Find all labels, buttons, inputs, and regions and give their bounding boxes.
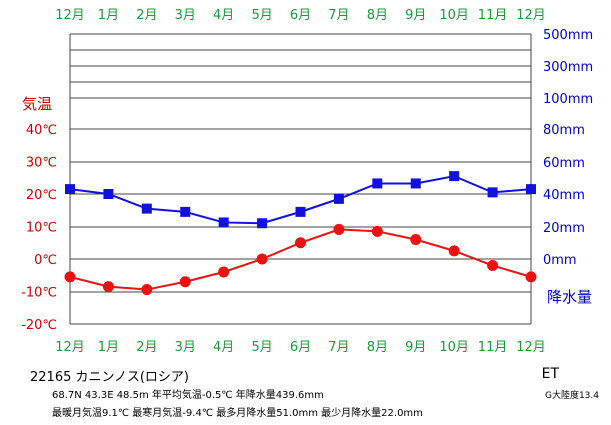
- month-label-bottom: 10月: [439, 340, 469, 355]
- precipitation-point: [487, 187, 498, 198]
- month-label-bottom: 4月: [213, 340, 234, 355]
- precipitation-point: [103, 189, 114, 199]
- temperature-point: [295, 237, 306, 249]
- precipitation-point: [180, 206, 191, 217]
- series-layer: [64, 171, 537, 296]
- month-label-bottom: 7月: [328, 340, 349, 355]
- temperature-tick: 30℃: [26, 156, 57, 171]
- month-label-top: 10月: [439, 8, 469, 23]
- precipitation-point: [295, 206, 306, 217]
- temperature-point: [256, 253, 268, 265]
- precipitation-tick: 20mm: [543, 221, 585, 236]
- month-label-top: 3月: [175, 8, 196, 23]
- month-label-top: 5月: [251, 8, 272, 23]
- precipitation-tick: 100mm: [543, 92, 593, 107]
- month-label-bottom: 12月: [516, 340, 546, 355]
- precipitation-tick-labels: 500mm 300mm 100mm 80mm 60mm 40mm 20mm 0mm: [543, 28, 593, 268]
- precipitation-tick: 0mm: [543, 253, 577, 268]
- temperature-point: [218, 266, 230, 278]
- temperature-axis-label: 気温: [22, 95, 52, 113]
- precipitation-tick: 40mm: [543, 188, 585, 203]
- month-label-top: 8月: [367, 8, 388, 23]
- precipitation-tick: 60mm: [543, 156, 585, 171]
- month-label-bottom: 9月: [405, 340, 426, 355]
- temperature-tick: 20℃: [26, 188, 57, 203]
- month-label-top: 6月: [290, 8, 311, 23]
- month-label-top: 7月: [328, 8, 349, 23]
- station-summary-line1: 68.7N 43.3E 48.5m 年平均気温-0.5℃ 年降水量439.6mm: [52, 390, 324, 401]
- top-month-labels: 12月 1月 2月 3月 4月 5月 6月 7月 8月 9月 10月 11月 12月: [55, 8, 546, 23]
- month-label-bottom: 1月: [98, 340, 119, 355]
- temperature-point: [487, 260, 499, 271]
- precipitation-point: [410, 178, 421, 189]
- temperature-point: [525, 271, 537, 283]
- temperature-point: [141, 284, 153, 296]
- month-label-top: 4月: [213, 8, 234, 23]
- month-label-top: 2月: [136, 8, 157, 23]
- temperature-point: [448, 245, 460, 257]
- temperature-tick-labels: 40℃ 30℃ 20℃ 10℃ 0℃ -10℃ -20℃: [21, 123, 57, 333]
- precipitation-tick: 500mm: [543, 28, 593, 43]
- temperature-point: [371, 225, 383, 237]
- bottom-month-labels: 12月 1月 2月 3月 4月 5月 6月 7月 8月 9月 10月 11月 12月: [55, 340, 546, 355]
- station-title: 22165 カニンノス(ロシア): [30, 370, 189, 385]
- month-label-bottom: 8月: [367, 340, 388, 355]
- temperature-tick: -10℃: [21, 286, 57, 301]
- month-label-top: 12月: [55, 8, 85, 23]
- temperature-point: [64, 271, 76, 283]
- month-label-bottom: 6月: [290, 340, 311, 355]
- precipitation-point: [218, 217, 229, 228]
- month-label-top: 1月: [98, 8, 119, 23]
- precipitation-point: [526, 184, 536, 195]
- month-label-bottom: 3月: [175, 340, 196, 355]
- temperature-point: [102, 281, 114, 293]
- month-label-top: 12月: [516, 8, 546, 23]
- precipitation-tick: 300mm: [543, 60, 593, 75]
- precipitation-axis-label: 降水量: [547, 288, 592, 306]
- precipitation-point: [333, 193, 344, 204]
- temperature-tick: -20℃: [21, 318, 57, 333]
- temperature-point: [179, 276, 191, 288]
- station-summary-line2: 最暖月気温9.1℃ 最寒月気温-9.4℃ 最多月降水量51.0mm 最少月降水量…: [52, 408, 423, 419]
- precipitation-point: [257, 218, 268, 229]
- koppen-class: ET: [541, 366, 559, 382]
- month-label-bottom: 12月: [55, 340, 85, 355]
- temperature-tick: 0℃: [34, 253, 57, 268]
- precipitation-point: [449, 171, 460, 182]
- month-label-bottom: 2月: [136, 340, 157, 355]
- month-label-top: 11月: [478, 8, 508, 23]
- month-label-bottom: 11月: [478, 340, 508, 355]
- month-label-bottom: 5月: [251, 340, 272, 355]
- temperature-point: [410, 234, 422, 245]
- temperature-tick: 10℃: [26, 221, 57, 236]
- precipitation-point: [65, 184, 75, 195]
- temperature-tick: 40℃: [26, 123, 57, 138]
- temperature-point: [333, 223, 345, 235]
- precipitation-point: [372, 178, 383, 189]
- precipitation-point: [141, 203, 152, 214]
- continentality-index: G大陸度13.4: [544, 391, 599, 401]
- precipitation-tick: 80mm: [543, 123, 585, 138]
- month-label-top: 9月: [405, 8, 426, 23]
